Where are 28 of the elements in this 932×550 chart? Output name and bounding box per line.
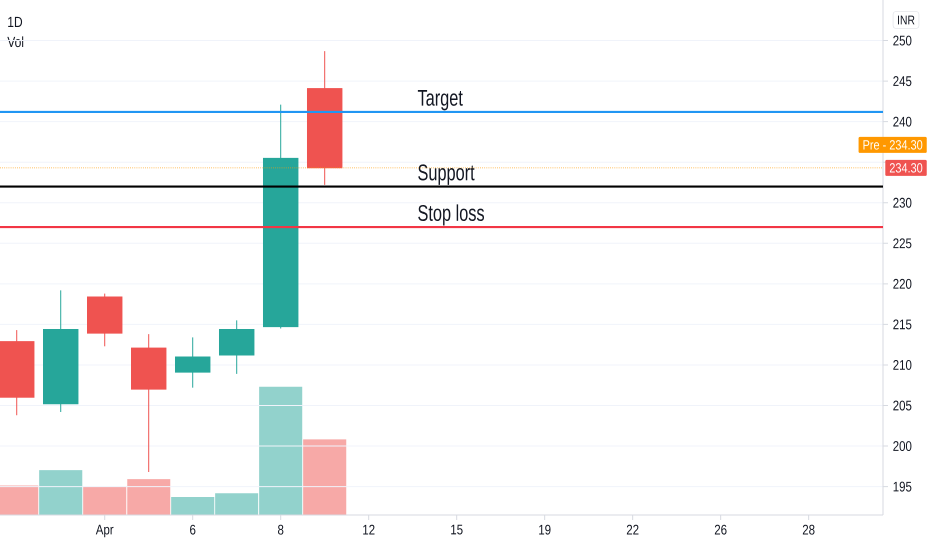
y-tick-label: 250 (893, 36, 912, 46)
x-tick-label: 6 (190, 524, 196, 535)
ref-line-label: Stop loss (418, 204, 484, 226)
y-tick-label: 205 (893, 400, 912, 410)
y-tick-label: 230 (893, 198, 912, 208)
x-tick-label: Apr (96, 524, 114, 538)
y-tick-label: 195 (894, 482, 912, 492)
ref-line-label: Pre - 234.30 (863, 140, 922, 150)
x-tick-label: 19 (539, 524, 551, 535)
y-tick-label: 245 (893, 76, 912, 86)
ref-line-label: Target (418, 90, 463, 110)
y-axis-title: INR (898, 16, 914, 24)
y-tick-label: 215 (893, 319, 912, 330)
y-tick-label: 210 (893, 360, 912, 370)
y-tick-label: 220 (893, 278, 912, 289)
x-tick-label: 8 (278, 524, 284, 535)
x-tick-label: 28 (802, 524, 815, 535)
y-tick-label: 200 (893, 441, 912, 452)
y-tick-label: 240 (893, 116, 912, 127)
annotation: 234.30 (890, 163, 922, 173)
bar (303, 439, 346, 515)
y-tick-label: 225 (893, 238, 912, 248)
x-tick-label: 12 (363, 524, 375, 534)
x-tick-label: 26 (714, 524, 727, 535)
x-tick-label: 22 (626, 524, 638, 534)
text: 1D (8, 16, 22, 27)
ref-line-label: Support (418, 164, 475, 185)
x-tick-label: 15 (451, 524, 463, 534)
